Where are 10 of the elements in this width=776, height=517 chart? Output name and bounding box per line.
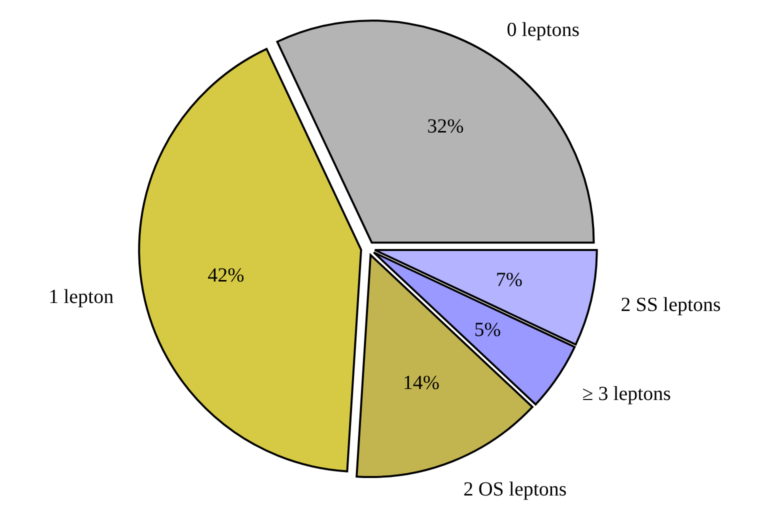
slice-label: 1 lepton [48,286,114,308]
slice-label: 2 SS leptons [620,294,721,316]
data-label: 5% [474,318,501,341]
data-label: 14% [402,372,440,394]
slice-label: 2 OS leptons [463,478,567,500]
data-label: 42% [208,264,244,287]
slice-label: 0 leptons [506,18,580,41]
data-label: 32% [427,115,464,138]
slice-label: ≥ 3 leptons [582,383,672,406]
data-label: 7% [496,269,522,292]
